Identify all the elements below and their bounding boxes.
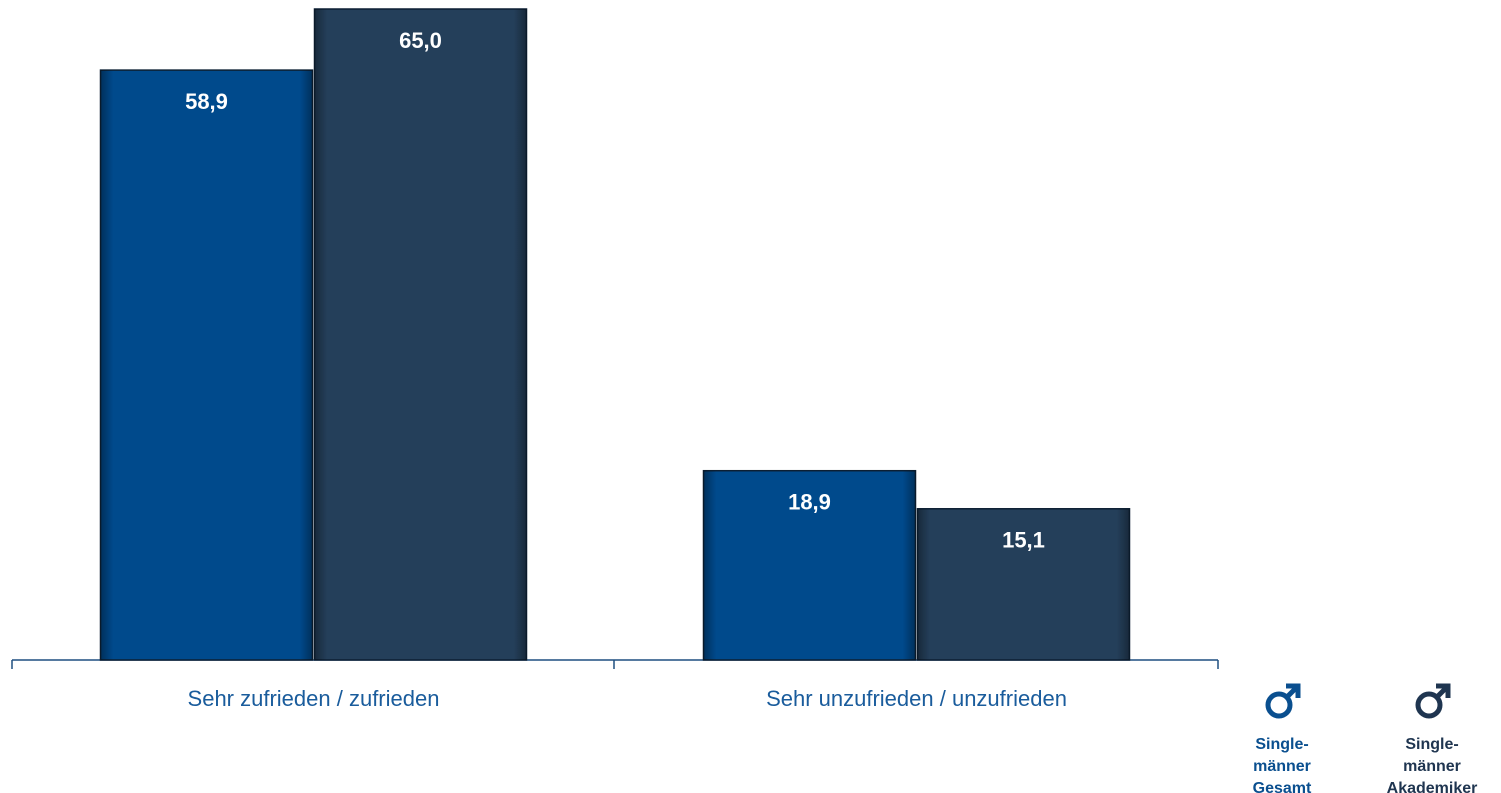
x-tick-label: Sehr zufrieden / zufrieden bbox=[188, 686, 440, 711]
data-label: 18,9 bbox=[788, 490, 831, 515]
data-label: 15,1 bbox=[1002, 528, 1045, 553]
axis bbox=[11, 659, 1219, 669]
data-label: 58,9 bbox=[185, 89, 228, 114]
legend-icon bbox=[1415, 691, 1443, 719]
legend-item: Single-männer Akademiker bbox=[1387, 683, 1478, 793]
legend-label: Single-männer Akademiker bbox=[1387, 736, 1478, 793]
bar-shade bbox=[100, 70, 313, 660]
legend-icon bbox=[1265, 691, 1293, 719]
bar-shade bbox=[917, 508, 1130, 660]
legend-label: Single-männer Gesamt bbox=[1253, 736, 1312, 793]
legend-icon bbox=[1285, 683, 1301, 699]
legend-item: Single-männer Gesamt bbox=[1253, 683, 1312, 793]
legend-icon bbox=[1435, 683, 1451, 699]
data-label: 65,0 bbox=[399, 28, 442, 53]
x-tick-label: Sehr unzufrieden / unzufrieden bbox=[766, 686, 1067, 711]
bar-shade bbox=[703, 470, 916, 660]
bar-shade bbox=[314, 9, 527, 660]
